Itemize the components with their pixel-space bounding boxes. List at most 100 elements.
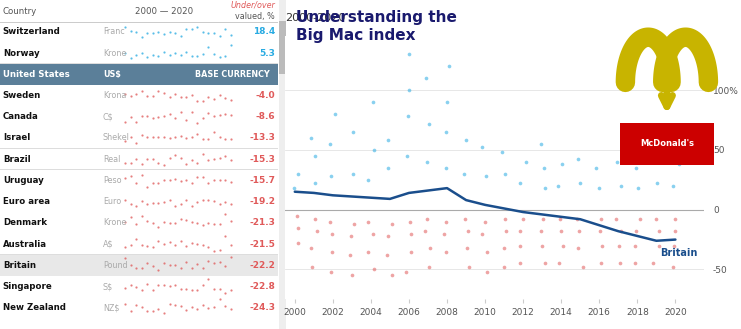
Point	[650, 216, 662, 222]
Point	[496, 150, 508, 155]
Point	[535, 141, 547, 146]
Point	[306, 265, 318, 270]
Bar	[0, 148, 278, 149]
Text: Under/over: Under/over	[230, 1, 275, 10]
Bar	[0, 63, 278, 64]
Text: 5.3: 5.3	[259, 49, 275, 58]
Point	[324, 141, 336, 146]
Point	[386, 273, 398, 278]
Bar	[0, 169, 278, 170]
Point	[405, 219, 416, 224]
Bar	[0, 233, 278, 234]
Point	[514, 181, 526, 186]
Point	[615, 183, 627, 189]
Point	[400, 269, 412, 274]
Text: -19.2: -19.2	[249, 197, 275, 206]
Point	[345, 252, 356, 258]
Point	[611, 159, 622, 164]
Text: 18.4: 18.4	[253, 27, 275, 36]
Text: -4.0: -4.0	[256, 91, 275, 100]
Point	[630, 229, 642, 234]
Point	[668, 243, 679, 248]
Text: McDonald's: McDonald's	[640, 139, 694, 148]
Text: 2000 — 2020: 2000 — 2020	[135, 7, 193, 15]
Point	[461, 245, 473, 251]
Text: Shekel: Shekel	[103, 134, 130, 142]
Text: A$: A$	[103, 240, 113, 249]
Text: Norway: Norway	[3, 49, 39, 58]
Point	[310, 229, 322, 234]
Point	[498, 245, 510, 251]
Point	[292, 225, 304, 230]
Point	[500, 229, 512, 234]
Point	[382, 233, 393, 239]
Point	[441, 99, 453, 105]
Point	[423, 121, 435, 126]
Text: Singapore: Singapore	[3, 282, 53, 291]
Point	[574, 181, 586, 186]
Bar	[620, 123, 714, 164]
Point	[326, 249, 338, 254]
Point	[555, 229, 567, 234]
Point	[572, 157, 584, 162]
Text: Franc: Franc	[103, 27, 124, 36]
Point	[325, 173, 336, 179]
Point	[326, 231, 338, 236]
Text: valued, %: valued, %	[236, 12, 275, 21]
Point	[421, 159, 433, 164]
Point	[629, 243, 641, 248]
Point	[425, 245, 436, 251]
Point	[362, 177, 373, 182]
Point	[499, 265, 511, 270]
Point	[443, 63, 455, 69]
Text: C$: C$	[103, 112, 113, 121]
Point	[653, 229, 665, 234]
Point	[290, 213, 302, 218]
Point	[554, 216, 565, 222]
Point	[539, 261, 551, 266]
Point	[653, 243, 665, 248]
Text: US$: US$	[103, 70, 121, 79]
Point	[481, 269, 493, 274]
Point	[553, 183, 565, 189]
Point	[594, 186, 605, 191]
Text: Pound: Pound	[103, 261, 127, 270]
Point	[520, 159, 532, 164]
Text: -24.3: -24.3	[249, 303, 275, 312]
Point	[382, 138, 393, 143]
Point	[634, 216, 646, 222]
Point	[401, 153, 413, 159]
Point	[535, 229, 547, 234]
Text: -21.5: -21.5	[249, 240, 275, 249]
Point	[308, 153, 320, 159]
Point	[291, 240, 303, 246]
Point	[462, 229, 473, 234]
Point	[347, 171, 359, 176]
Text: Krone: Krone	[103, 218, 126, 227]
Point	[405, 249, 416, 254]
Bar	[279, 0, 286, 329]
Bar	[0, 22, 278, 23]
Point	[614, 261, 626, 266]
Point	[573, 229, 585, 234]
Point	[514, 243, 526, 248]
Point	[459, 216, 471, 222]
Point	[514, 229, 526, 234]
Point	[423, 265, 435, 270]
Point	[305, 245, 317, 251]
Bar	[0, 255, 278, 276]
Point	[476, 231, 488, 236]
Point	[615, 229, 627, 234]
Text: NZ$: NZ$	[103, 303, 119, 312]
Point	[557, 243, 569, 248]
Point	[346, 273, 358, 278]
Point	[348, 129, 359, 135]
Text: Switzerland: Switzerland	[3, 27, 61, 36]
Point	[419, 75, 431, 81]
Text: Britain: Britain	[660, 248, 697, 258]
Point	[348, 221, 360, 227]
Point	[651, 181, 662, 186]
Point	[305, 135, 317, 140]
Point	[670, 216, 682, 222]
Point	[362, 249, 374, 254]
